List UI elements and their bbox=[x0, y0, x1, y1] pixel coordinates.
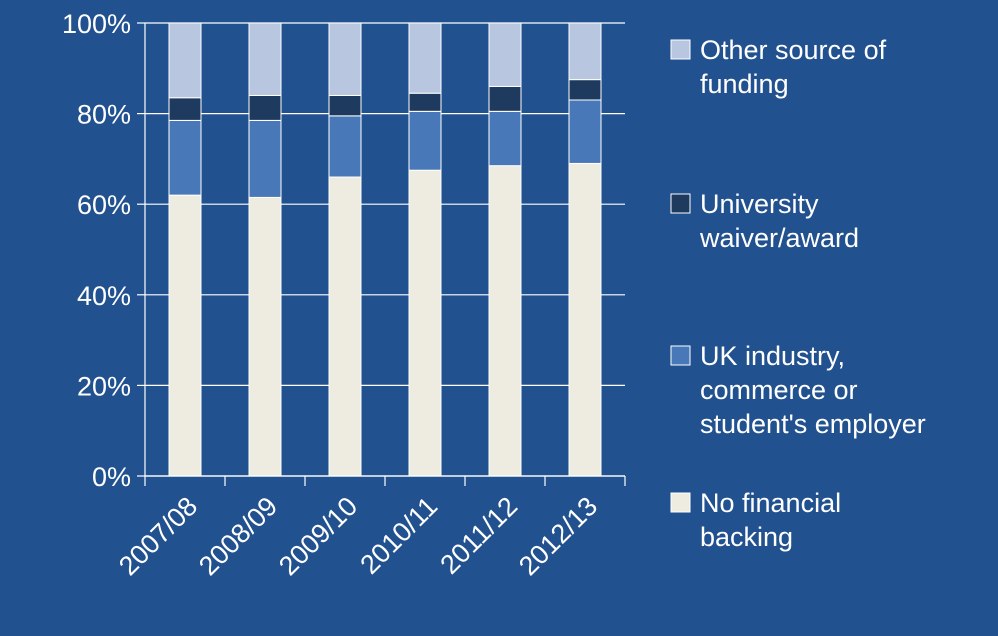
bar-segment bbox=[328, 176, 362, 477]
bar-segment bbox=[408, 169, 442, 477]
bar-segment bbox=[328, 94, 362, 117]
bar-segment bbox=[328, 115, 362, 178]
legend-swatch bbox=[670, 492, 691, 513]
bar-segment bbox=[488, 165, 522, 477]
bar-segment bbox=[568, 79, 602, 101]
x-tick-label: 2012/13 bbox=[513, 491, 603, 581]
bar-segment bbox=[328, 22, 362, 96]
legend-label: UK industry, bbox=[700, 341, 845, 371]
bar-segment bbox=[168, 22, 202, 99]
legend-label: student's employer bbox=[700, 409, 926, 439]
x-tick-label: 2009/10 bbox=[273, 491, 363, 581]
y-tick-label: 0% bbox=[92, 462, 131, 492]
legend-label: funding bbox=[700, 69, 789, 99]
legend-label: commerce or bbox=[700, 375, 858, 405]
bar-segment bbox=[248, 94, 282, 121]
bar-segment bbox=[488, 22, 522, 87]
x-tick-labels: 2007/082008/092009/102010/112011/122012/… bbox=[113, 491, 603, 581]
x-tick-label: 2008/09 bbox=[193, 491, 283, 581]
bar-segment bbox=[408, 22, 442, 94]
y-tick-label: 20% bbox=[77, 371, 131, 401]
bar-segment bbox=[248, 22, 282, 96]
bar-segment bbox=[488, 85, 522, 112]
legend-label: University bbox=[700, 189, 819, 219]
x-tick-label: 2007/08 bbox=[113, 491, 203, 581]
bar-stacks bbox=[168, 22, 602, 477]
y-tick-label: 80% bbox=[77, 100, 131, 130]
legend-label: waiver/award bbox=[699, 223, 859, 253]
bar-segment bbox=[168, 119, 202, 196]
y-tick-label: 100% bbox=[62, 9, 131, 39]
bar-segment bbox=[168, 194, 202, 477]
bar-segment bbox=[168, 97, 202, 121]
x-tick-label: 2011/12 bbox=[434, 491, 523, 580]
bar-segment bbox=[408, 92, 442, 112]
legend-swatch bbox=[670, 345, 691, 366]
bar-segment bbox=[568, 22, 602, 81]
legend-label: backing bbox=[700, 522, 793, 552]
y-tick-label: 40% bbox=[77, 281, 131, 311]
y-tick-label: 60% bbox=[77, 190, 131, 220]
legend-label: No financial bbox=[700, 488, 841, 518]
y-tick-labels: 0% 20% 40% 60% 80% 100% bbox=[62, 9, 131, 492]
axes bbox=[137, 22, 626, 486]
gridlines bbox=[145, 22, 625, 477]
x-tick-label: 2010/11 bbox=[354, 491, 443, 580]
bar-segment bbox=[408, 110, 442, 171]
legend-swatch bbox=[670, 193, 691, 214]
legend-swatch bbox=[670, 39, 691, 60]
legend-label: Other source of bbox=[700, 35, 887, 65]
bar-segment bbox=[568, 162, 602, 477]
bar-segment bbox=[248, 119, 282, 198]
bar-segment bbox=[248, 196, 282, 477]
legend: Other source of funding University waiver/a… bbox=[670, 35, 926, 552]
bar-segment bbox=[568, 99, 602, 164]
bar-segment bbox=[488, 110, 522, 167]
